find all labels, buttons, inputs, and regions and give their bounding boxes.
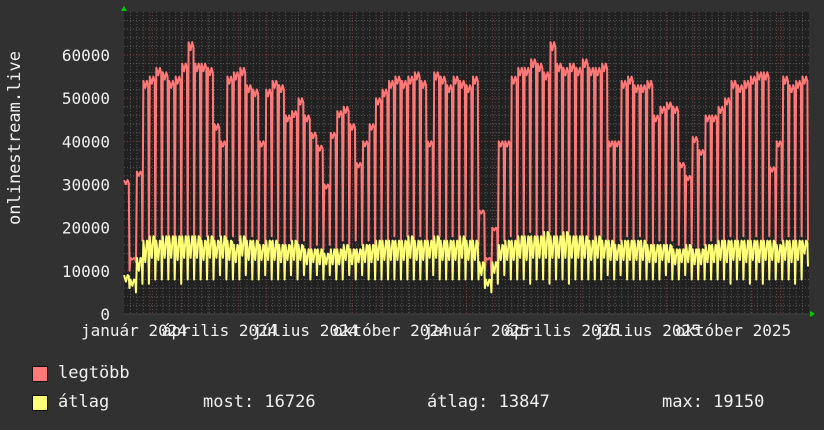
legend-average-value: átlag: 13847: [427, 392, 550, 412]
x-tick-label: január 2025: [424, 321, 530, 340]
legend-swatch-legtobb: [32, 366, 48, 382]
series-line-atlag: [123, 231, 809, 294]
x-tick-label: október 2024: [333, 321, 449, 340]
legend-swatch-atlag: [32, 395, 48, 411]
y-tick-label: 10000: [62, 262, 110, 281]
y-tick-label: 0: [100, 305, 110, 324]
y-tick-label: 30000: [62, 176, 110, 195]
y-tick-label: 40000: [62, 132, 110, 151]
legend-label-legtobb: legtöbb: [58, 363, 130, 383]
x-tick-label: január 2024: [81, 321, 187, 340]
y-tick-label: 20000: [62, 219, 110, 238]
x-tick-label: október 2025: [676, 321, 792, 340]
y-axis-arrow-icon: [121, 5, 127, 11]
x-tick-label: július 2025: [595, 321, 701, 340]
legend-now-value: most: 16726: [203, 392, 316, 412]
legend-label-atlag: átlag: [58, 392, 110, 412]
x-tick-label: április 2024: [162, 321, 278, 340]
x-tick-label: április 2025: [504, 321, 620, 340]
series-line-legtobb: [123, 41, 809, 277]
legend-max-value: max: 19150: [662, 392, 765, 412]
x-tick-label: július 2024: [252, 321, 358, 340]
y-tick-label: 50000: [62, 89, 110, 108]
x-axis-arrow-icon: [810, 311, 815, 317]
y-tick-label: 60000: [62, 46, 110, 65]
y-axis-label: onlinestream.live: [5, 51, 25, 225]
